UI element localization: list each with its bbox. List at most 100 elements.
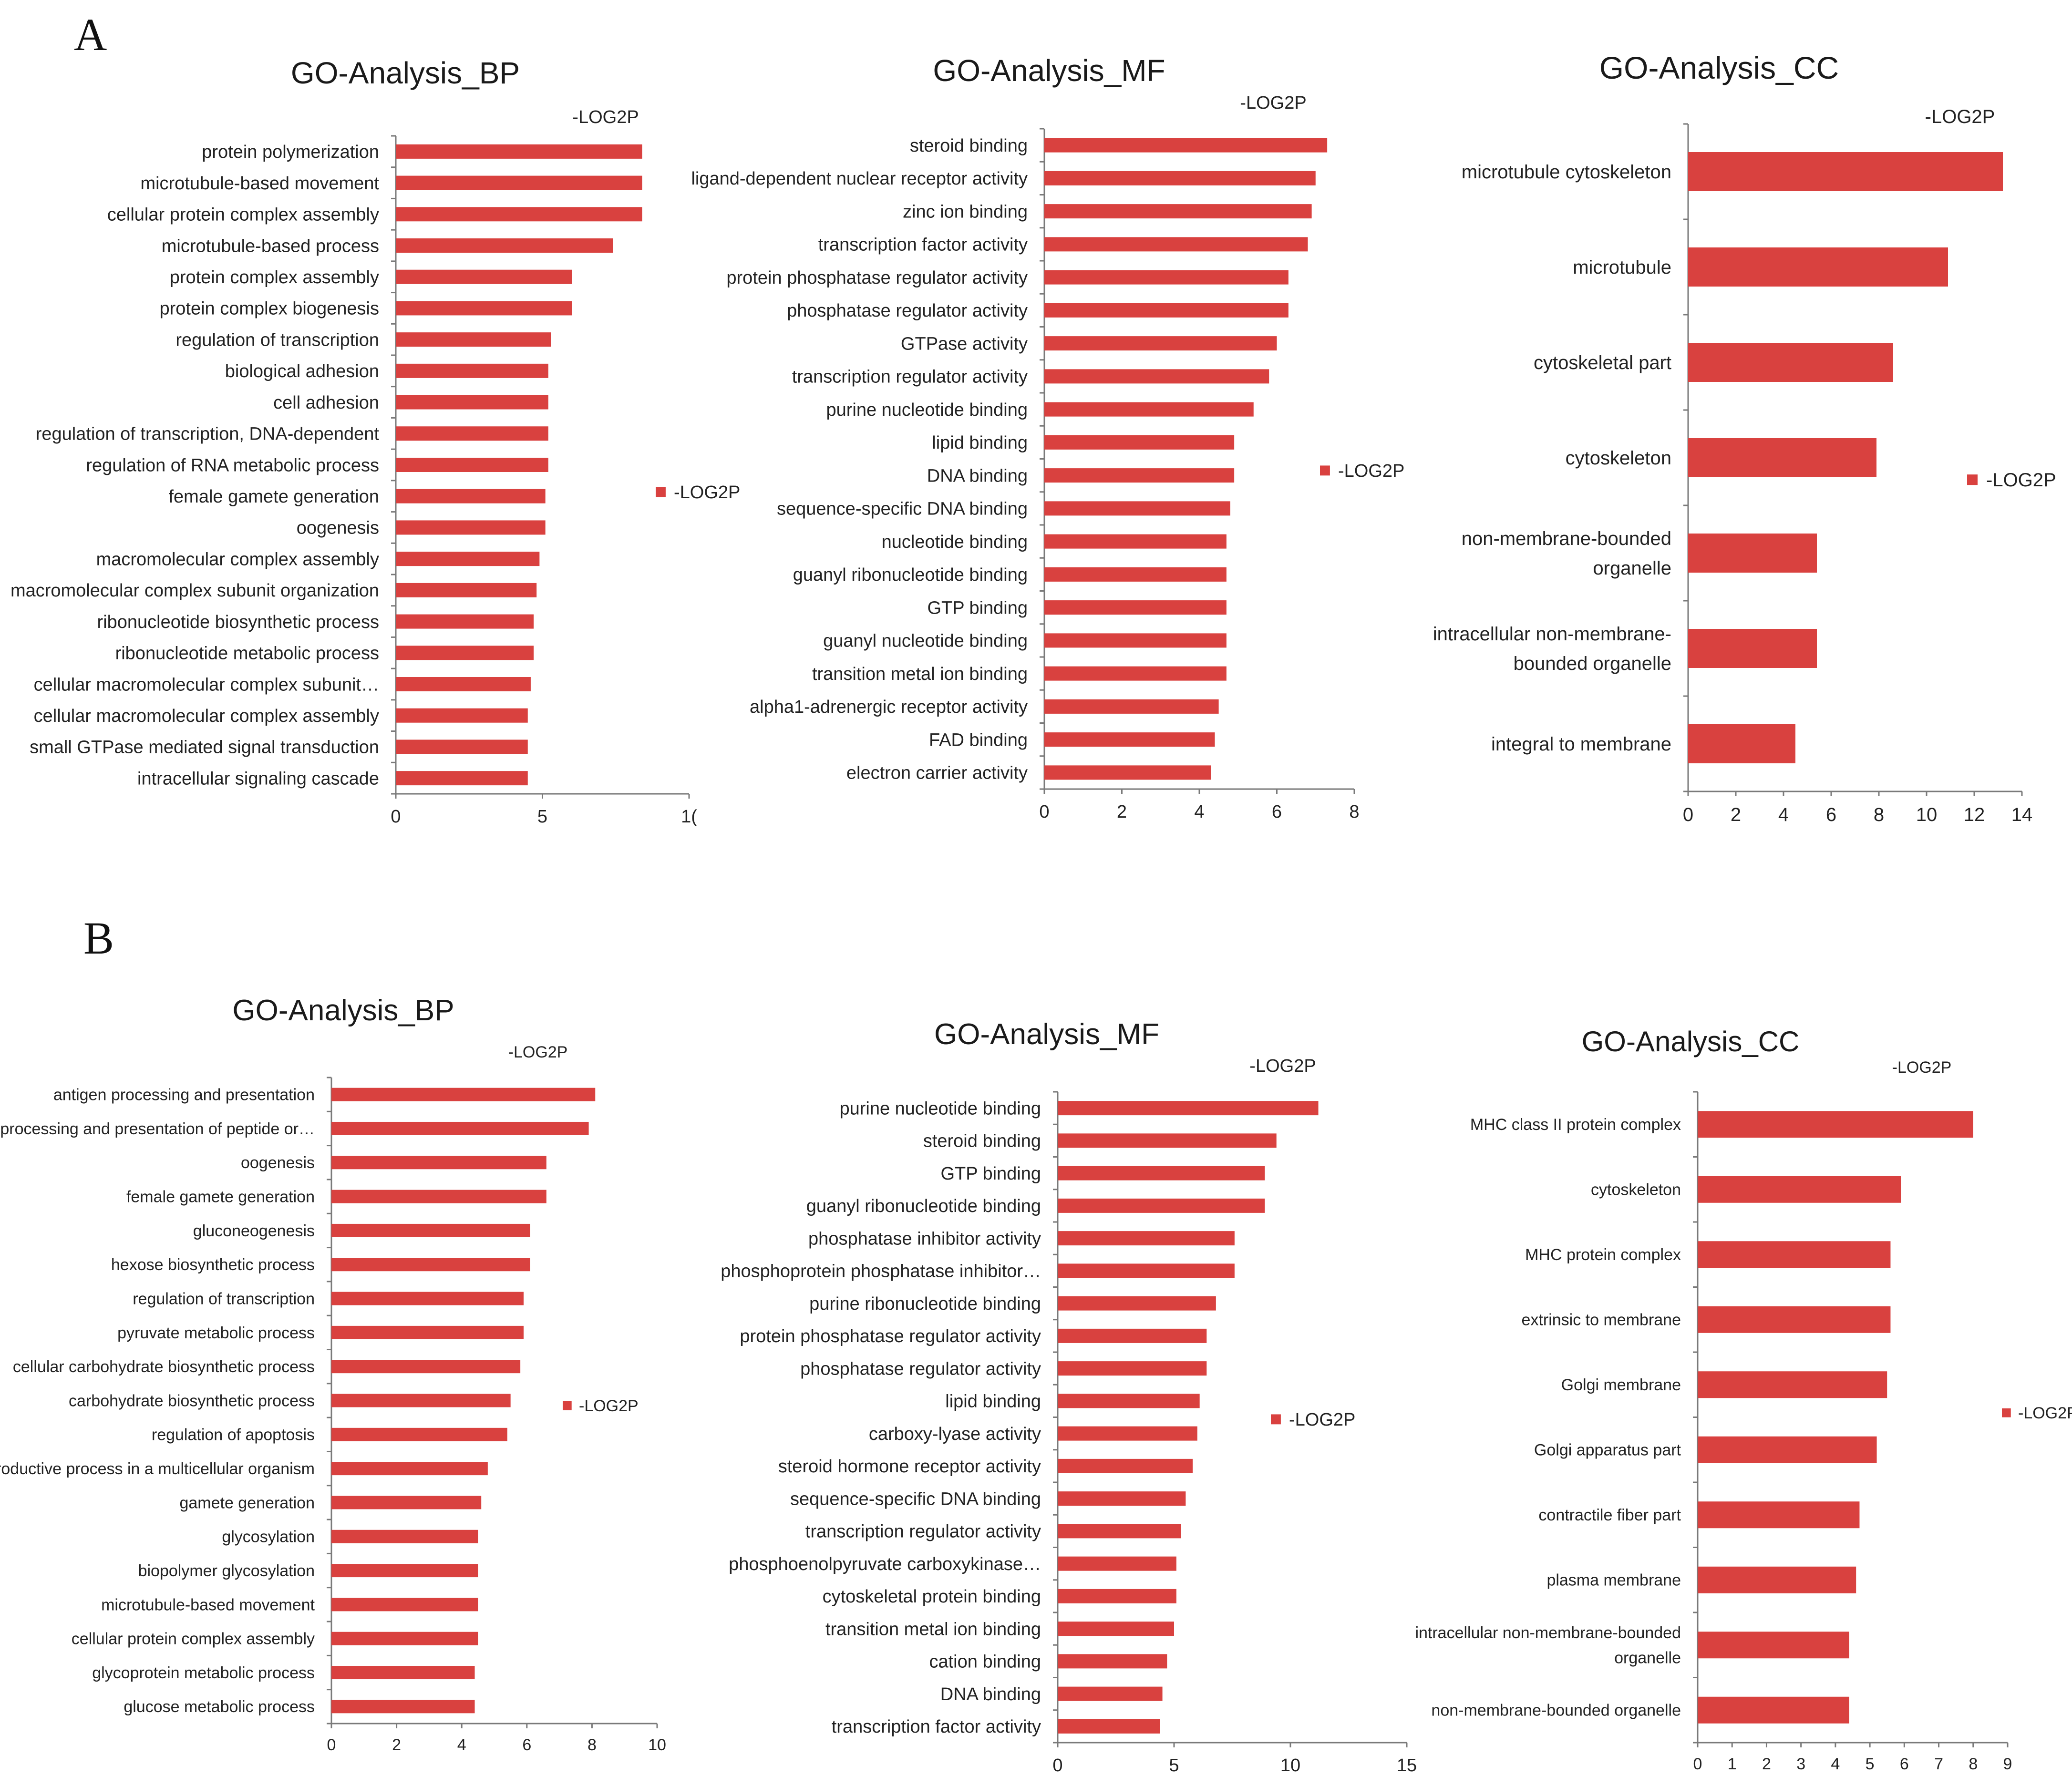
category-label: cation binding	[929, 1652, 1041, 1672]
chart-title: GO-Analysis_CC	[1599, 50, 1839, 85]
chart-title: GO-Analysis_BP	[291, 56, 520, 90]
category-label: GTP binding	[940, 1164, 1041, 1184]
category-label: ligand-dependent nuclear receptor activi…	[691, 169, 1028, 189]
bar	[1058, 1719, 1160, 1734]
x-tick-label: 2	[1731, 804, 1741, 825]
bar	[331, 1292, 524, 1305]
category-label: cellular protein complex assembly	[107, 205, 379, 225]
category-label: DNA binding	[927, 466, 1028, 486]
category-label: oogenesis	[241, 1154, 315, 1172]
bar	[396, 771, 528, 786]
category-label: oogenesis	[297, 518, 379, 538]
category-label: zinc ion binding	[903, 202, 1028, 222]
x-tick-label: 7	[1934, 1755, 1943, 1773]
bar	[1688, 534, 1817, 573]
series-label: -LOG2P	[572, 107, 639, 127]
category-label: alpha1-adrenergic receptor activity	[750, 697, 1028, 717]
bar	[1044, 336, 1277, 351]
bar	[396, 739, 528, 754]
legend-swatch	[563, 1401, 572, 1410]
category-label: purine nucleotide binding	[839, 1098, 1041, 1119]
bar	[1044, 138, 1328, 153]
category-label: regulation of transcription, DNA-depende…	[36, 424, 380, 444]
legend-label: -LOG2P	[1289, 1410, 1355, 1430]
legend-swatch	[2002, 1408, 2011, 1417]
category-label: female gamete generation	[126, 1188, 315, 1206]
bar	[331, 1394, 511, 1407]
x-tick-label: 0	[327, 1736, 336, 1754]
bar	[331, 1462, 488, 1476]
category-label: biological adhesion	[225, 361, 379, 381]
category-label: transcription factor activity	[818, 235, 1028, 255]
bar	[1044, 666, 1227, 681]
category-label: phosphoprotein phosphatase inhibitor…	[721, 1262, 1041, 1282]
bar	[331, 1156, 546, 1170]
bar	[1058, 1296, 1216, 1311]
bar	[1688, 724, 1795, 763]
x-tick-label: 1	[1728, 1755, 1737, 1773]
bar	[1058, 1524, 1181, 1539]
category-label: phosphatase regulator activity	[800, 1359, 1041, 1379]
category-label: regulation of transcription	[133, 1290, 315, 1308]
legend-label: -LOG2P	[2018, 1404, 2072, 1422]
bar	[1058, 1133, 1277, 1148]
legend: -LOG2P	[1967, 470, 2056, 491]
category-label: Golgi apparatus part	[1534, 1441, 1681, 1459]
bar	[396, 269, 572, 284]
bar	[1688, 343, 1893, 382]
x-tick-label: 0	[1693, 1755, 1702, 1773]
x-tick-label: 4	[457, 1736, 466, 1754]
bar	[1698, 1501, 1860, 1529]
category-label: steroid hormone receptor activity	[778, 1457, 1041, 1477]
bar	[1058, 1198, 1265, 1213]
bar	[1044, 633, 1227, 648]
chart-3: GO-Analysis_CC -LOG2P microtubule cytoskel…	[1433, 50, 2056, 825]
category-label: integral to membrane	[1491, 734, 1671, 755]
charts-group: GO-Analysis_BP -LOG2P protein polymerizati…	[0, 50, 2072, 1776]
category-label: microtubule cytoskeleton	[1462, 162, 1671, 183]
legend-label: -LOG2P	[674, 482, 740, 503]
bar	[1058, 1458, 1193, 1473]
category-label: electron carrier activity	[846, 763, 1028, 783]
bar	[1044, 765, 1211, 780]
x-tick-label: 6	[1900, 1755, 1909, 1773]
category-label: reproductive process in a multicellular …	[0, 1460, 315, 1478]
bar	[1688, 438, 1876, 477]
bar	[331, 1325, 524, 1339]
category-label: MHC protein complex	[1525, 1246, 1681, 1264]
bar	[1058, 1394, 1200, 1408]
bar	[396, 175, 642, 190]
x-tick-label: 8	[588, 1736, 597, 1754]
bar	[1698, 1436, 1877, 1463]
category-label: GTPase activity	[901, 334, 1028, 354]
category-label: steroid binding	[910, 136, 1028, 156]
bar	[1044, 303, 1289, 318]
bar	[1698, 1696, 1849, 1724]
bar	[1044, 699, 1219, 714]
category-label: plasma membrane	[1546, 1571, 1681, 1590]
legend-swatch	[656, 487, 666, 497]
x-tick-label: 6	[1826, 804, 1836, 825]
category-label: glycoprotein metabolic process	[92, 1664, 315, 1682]
bar	[1698, 1241, 1891, 1268]
legend: -LOG2P	[1271, 1410, 1355, 1430]
bar	[1044, 600, 1227, 615]
bar	[1698, 1632, 1849, 1659]
category-label: transcription regulator activity	[805, 1522, 1041, 1542]
category-label: non-membrane-bounded organelle	[1431, 1702, 1681, 1720]
bar	[331, 1496, 482, 1509]
x-tick-label: 8	[1874, 804, 1884, 825]
x-tick-label: 3	[1796, 1755, 1805, 1773]
x-tick-label: 2	[392, 1736, 401, 1754]
category-label: cellular macromolecular complex subunit…	[34, 675, 379, 695]
category-label: transition metal ion binding	[812, 664, 1028, 684]
category-label: antigen processing and presentation of p…	[0, 1120, 315, 1138]
bar	[1044, 270, 1289, 285]
x-tick-label: 2	[1117, 802, 1127, 822]
bar	[1044, 534, 1227, 549]
category-label: transition metal ion binding	[825, 1619, 1041, 1639]
x-tick-label: 10	[1280, 1755, 1300, 1776]
category-label: phosphatase regulator activity	[787, 301, 1028, 321]
category-label: intracellular signaling cascade	[137, 769, 379, 789]
